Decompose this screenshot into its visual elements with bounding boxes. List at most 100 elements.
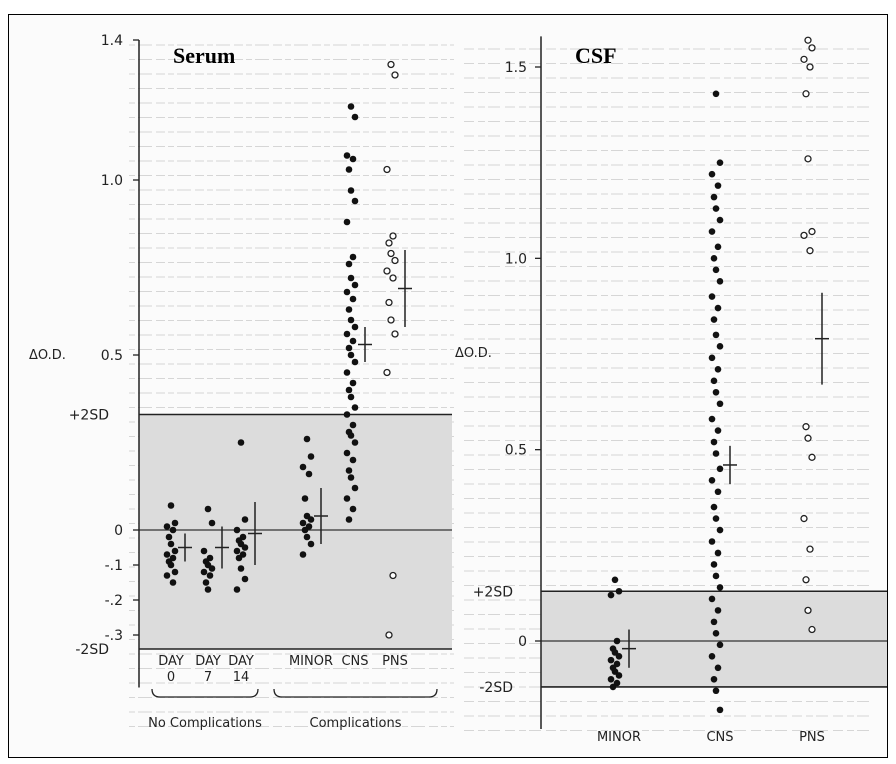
data-point: [351, 439, 359, 446]
csf-title: CSF: [575, 43, 617, 68]
data-point: [169, 579, 177, 586]
data-point: [712, 331, 720, 339]
y-tick-label: -.3: [105, 628, 123, 644]
data-point: [710, 503, 718, 511]
category-label: 7: [204, 670, 212, 685]
data-point: [607, 656, 615, 664]
data-point: [171, 547, 179, 555]
data-point: [349, 421, 357, 429]
data-point: [716, 641, 724, 649]
data-point: [200, 568, 208, 576]
data-point: [712, 205, 720, 212]
data-point: [163, 523, 171, 530]
data-point: [233, 586, 241, 593]
data-point: [607, 675, 615, 683]
data-point: [345, 344, 353, 352]
data-point: [349, 456, 357, 464]
data-point: [714, 366, 722, 373]
serum-title: Serum: [173, 43, 235, 68]
data-point: [347, 187, 355, 194]
data-point: [345, 467, 353, 474]
data-point: [808, 44, 816, 52]
data-point: [611, 576, 619, 584]
data-point: [808, 227, 816, 236]
data-point: [808, 625, 816, 634]
data-point: [343, 218, 351, 226]
upper-2sd-label: +2SD: [69, 408, 109, 424]
data-point: [806, 247, 814, 255]
data-point: [299, 463, 307, 471]
data-point: [800, 55, 808, 63]
data-point: [345, 306, 353, 313]
data-point: [708, 354, 716, 362]
data-point: [712, 687, 720, 695]
data-point: [351, 404, 359, 411]
data-point: [712, 90, 720, 98]
data-point: [385, 298, 393, 307]
data-point: [716, 343, 724, 350]
data-point: [343, 152, 351, 159]
data-point: [708, 415, 716, 423]
category-label: PNS: [382, 654, 408, 669]
chart-canvas: Serum ΔO.D. +2SD -2SD 1.4 1.0 0.5 0 -.1 -.2 -.3 D…: [29, 33, 887, 745]
data-point: [708, 595, 716, 603]
data-point: [710, 377, 718, 385]
data-point: [710, 255, 718, 262]
data-point: [802, 90, 810, 98]
data-point: [204, 505, 212, 513]
category-label: DAY: [195, 654, 221, 669]
data-point: [716, 526, 724, 534]
data-point: [351, 358, 359, 366]
data-point: [712, 630, 720, 637]
data-point: [387, 249, 395, 258]
data-point: [385, 631, 393, 639]
y-tick-label: 1.0: [101, 173, 123, 189]
data-point: [349, 155, 357, 163]
group-bracket: [273, 688, 438, 698]
csf-panel: CSF ΔO.D. +2SD -2SD 1.5 1.0 0.5 0 MINOR CNS PNS: [455, 36, 887, 745]
data-point: [804, 155, 812, 163]
data-point: [716, 584, 724, 591]
category-label: 14: [233, 670, 250, 685]
data-point: [299, 519, 307, 527]
data-point: [349, 253, 357, 261]
data-point: [163, 572, 171, 579]
data-point: [708, 170, 716, 178]
data-point: [391, 330, 399, 338]
data-point: [714, 243, 722, 251]
data-point: [167, 540, 175, 548]
data-point: [349, 295, 357, 303]
data-point: [206, 572, 214, 579]
data-point: [351, 323, 359, 331]
data-point: [716, 400, 724, 408]
data-point: [391, 71, 399, 79]
data-point: [208, 565, 216, 572]
data-point: [802, 576, 810, 584]
csf-y-axis-label: ΔO.D.: [455, 346, 492, 361]
lower-2sd-label: -2SD: [75, 642, 109, 658]
data-point: [347, 316, 355, 324]
data-point: [391, 256, 399, 265]
data-point: [343, 369, 351, 376]
data-point: [714, 549, 722, 557]
data-point: [349, 505, 357, 513]
data-point: [804, 36, 812, 44]
data-point: [345, 166, 353, 173]
category-label: CNS: [341, 654, 368, 669]
data-point: [800, 231, 808, 240]
data-point: [241, 516, 249, 523]
data-point: [307, 453, 315, 460]
y-tick-label: 1.5: [505, 60, 527, 76]
sd-band: [541, 591, 887, 687]
data-point: [347, 351, 355, 359]
category-label: PNS: [799, 730, 825, 745]
data-point: [387, 316, 395, 324]
data-point: [714, 304, 722, 312]
data-point: [343, 330, 351, 338]
data-point: [806, 63, 814, 71]
data-point: [708, 228, 716, 235]
data-point: [708, 653, 716, 660]
data-point: [347, 274, 355, 282]
category-label: MINOR: [289, 654, 333, 669]
data-point: [347, 432, 355, 439]
